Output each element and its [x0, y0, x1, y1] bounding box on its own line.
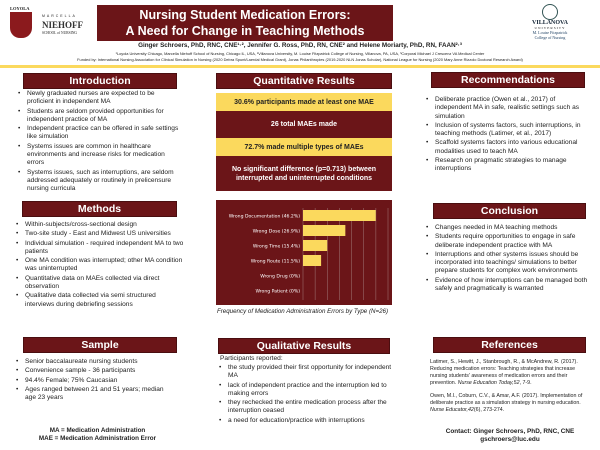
list-item: Deliberate practice (Owen et al., 2017) …	[425, 96, 585, 121]
reference-item: Owen, M.I., Coburn, C.V., & Amar, A.F. (…	[430, 393, 583, 413]
list-item: Individual simulation - required indepen…	[15, 240, 185, 257]
category-label: Wrong Drug (0%)	[260, 274, 300, 280]
recommendations-header: Recommendations	[431, 72, 585, 88]
chart-caption: Frequency of Medication Administration E…	[216, 308, 389, 315]
stat-box: 72.7% made multiple types of MAEs	[216, 138, 392, 156]
list-item: Quantitative data on MAEs collected via …	[15, 275, 185, 292]
loyola-shield-icon	[10, 12, 32, 38]
list-item: they rechecked the entire medication pro…	[218, 399, 396, 416]
category-label: Wrong Route (11.5%)	[251, 259, 300, 265]
error-type-chart: Wrong Documentation (46.2%) Wrong Dose (2…	[216, 200, 392, 305]
list-item: 94.4% Female; 75% Caucasian	[15, 377, 165, 386]
list-item: lack of independent practice and the int…	[218, 382, 396, 399]
villanova-logo: VILLANOVA UNIVERSITY M. Louise Fitzpatri…	[515, 4, 585, 48]
category-label: Wrong Documentation (46.2%)	[229, 214, 300, 220]
category-label: Wrong Dose (26.9%)	[253, 229, 301, 235]
methods-header: Methods	[22, 201, 177, 217]
divider	[0, 65, 600, 68]
list-item: Evidence of how interruptions can be man…	[425, 277, 590, 294]
bar	[303, 255, 322, 266]
list-item: Changes needed in MA teaching methods	[425, 224, 590, 233]
sample-list: Senior baccalaureate nursing studentsCon…	[15, 358, 165, 403]
list-item: Newly graduated nurses are expected to b…	[17, 90, 183, 107]
introduction-list: Newly graduated nurses are expected to b…	[17, 90, 183, 195]
qualitative-header: Qualitative Results	[218, 338, 390, 354]
list-item: Students require opportunities to engage…	[425, 233, 590, 250]
category-label: Wrong Time (15.4%)	[253, 244, 300, 250]
recommendations-list: Deliberate practice (Owen et al., 2017) …	[425, 96, 585, 175]
list-item: Interruptions and other systems issues s…	[425, 251, 590, 276]
list-item: Scaffold systems factors into various ed…	[425, 139, 585, 156]
list-item: Ages ranged between 21 and 51 years; med…	[15, 386, 165, 403]
list-item: Systems issues are common in healthcare …	[17, 143, 183, 168]
list-item: One MA condition was interrupted; other …	[15, 257, 185, 274]
bar	[303, 210, 376, 221]
references-header: References	[433, 337, 586, 353]
abbreviations: MA = Medication Administration MAE = Med…	[38, 427, 157, 442]
list-item: Students are seldom provided opportuniti…	[17, 108, 183, 125]
list-item: Inclusion of systems factors, such inter…	[425, 122, 585, 139]
stat-box: 26 total MAEs made	[216, 111, 392, 138]
introduction-header: Introduction	[23, 73, 177, 89]
quantitative-header: Quantitative Results	[216, 73, 392, 89]
list-item: Research on pragmatic strategies to mana…	[425, 157, 585, 174]
funding: Funded by: International Nursing Associa…	[77, 57, 523, 62]
stat-box: No significant difference (p=0.713) betw…	[216, 156, 392, 191]
reference-item: Latimer, S., Hewitt, J., Stanbrough, R.,…	[430, 359, 578, 386]
list-item: Senior baccalaureate nursing students	[15, 358, 165, 367]
list-item: the study provided their first opportuni…	[218, 364, 396, 381]
contact: Contact: Ginger Schroers, PhD, RNC, CNE …	[420, 428, 600, 444]
bar	[303, 225, 346, 236]
category-label: Wrong Patient (0%)	[255, 289, 300, 295]
contact-email-link[interactable]: gschroers@luc.edu	[480, 436, 540, 443]
list-item: Within-subjects/cross-sectional design	[15, 221, 185, 230]
methods-list: Within-subjects/cross-sectional designTw…	[15, 221, 185, 310]
conclusion-header: Conclusion	[433, 203, 586, 219]
list-item: Qualitative data collected via semi stru…	[15, 292, 185, 309]
list-item: Systems issues, such as interruptions, a…	[17, 169, 183, 194]
poster-title: Nursing Student Medication Errors: A Nee…	[97, 5, 393, 41]
affiliations: ¹Loyola University Chicago, Marcella Nie…	[115, 51, 485, 56]
loyola-logo: LOYOLA MARCELLA NIEHOFF SCHOOL of NURSIN…	[10, 6, 92, 40]
authors: Ginger Schroers, PhD, RNC, CNE¹·², Jenni…	[138, 42, 462, 49]
stat-box: 30.6% participants made at least one MAE	[216, 93, 392, 111]
villanova-seal-icon	[542, 4, 558, 20]
references-list: Latimer, S., Hewitt, J., Stanbrough, R.,…	[430, 359, 590, 420]
sample-header: Sample	[23, 337, 177, 353]
list-item: a need for education/practice with inter…	[218, 417, 396, 426]
bar	[303, 240, 328, 251]
conclusion-list: Changes needed in MA teaching methodsStu…	[425, 224, 590, 294]
list-item: Convenience sample - 36 participants	[15, 367, 165, 376]
list-item: Independent practice can be offered in s…	[17, 125, 183, 142]
qualitative-intro: Participants reported:	[220, 355, 283, 362]
qualitative-list: the study provided their first opportuni…	[218, 364, 396, 426]
list-item: Two-site study - East and Midwest US uni…	[15, 230, 185, 239]
quantitative-boxes: 30.6% participants made at least one MAE…	[216, 93, 392, 191]
